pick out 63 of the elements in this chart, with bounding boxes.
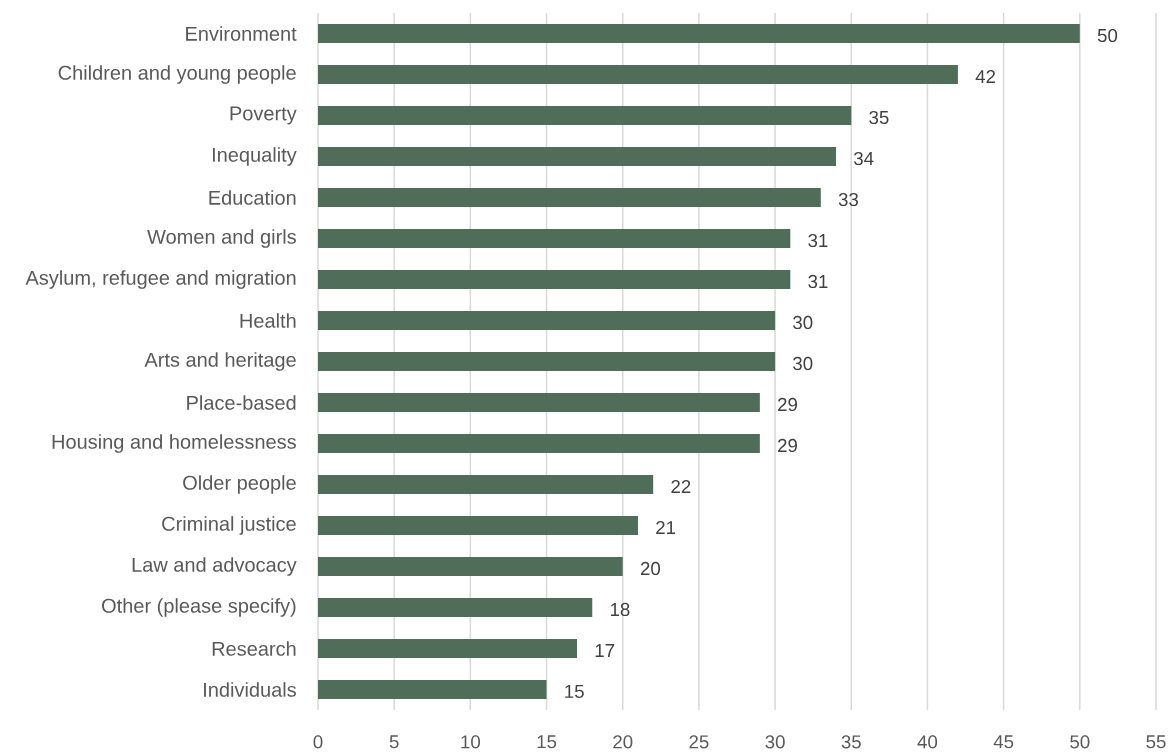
bar bbox=[318, 352, 776, 371]
y-tick-label: Housing and homelessness bbox=[52, 434, 296, 453]
y-tick-label: Education bbox=[209, 190, 296, 205]
bar bbox=[318, 680, 547, 699]
y-tick-label: Arts and heritage bbox=[144, 352, 296, 371]
bar bbox=[318, 106, 852, 125]
data-label: 34 bbox=[854, 151, 874, 166]
y-tick-label: Place-based bbox=[187, 395, 296, 410]
y-tick-label: Criminal justice bbox=[162, 516, 296, 535]
x-tick-label: 30 bbox=[765, 735, 785, 749]
data-label: 31 bbox=[808, 233, 828, 248]
bar bbox=[318, 147, 837, 166]
data-label: 29 bbox=[778, 397, 797, 412]
x-tick-label: 45 bbox=[993, 735, 1014, 749]
bar bbox=[318, 597, 593, 617]
y-tick-label: Health bbox=[240, 313, 296, 328]
data-label: 30 bbox=[793, 356, 813, 371]
bar bbox=[318, 638, 578, 658]
data-label: 33 bbox=[838, 192, 858, 207]
data-label: 30 bbox=[793, 315, 813, 330]
bar bbox=[318, 474, 654, 494]
bar bbox=[318, 557, 623, 576]
data-label: 50 bbox=[1097, 28, 1118, 43]
y-tick-label: Law and advocacy bbox=[132, 557, 297, 576]
bar bbox=[318, 229, 791, 248]
data-label: 42 bbox=[975, 69, 996, 84]
y-tick-label: Asylum, refugee and migration bbox=[25, 270, 296, 289]
x-tick-label: 20 bbox=[613, 735, 633, 749]
y-tick-label: Women and girls bbox=[147, 229, 296, 248]
y-tick-label: Individuals bbox=[204, 682, 296, 697]
bar bbox=[318, 188, 821, 207]
data-label: 18 bbox=[610, 602, 630, 617]
bar bbox=[318, 393, 760, 412]
data-label: 29 bbox=[778, 438, 797, 453]
x-tick-label: 5 bbox=[389, 735, 399, 749]
y-tick-label: Children and young people bbox=[58, 65, 296, 84]
bar bbox=[318, 65, 958, 84]
y-tick-label: Research bbox=[212, 641, 296, 656]
bar bbox=[318, 24, 1080, 43]
x-tick-label: 25 bbox=[689, 735, 709, 749]
x-tick-label: 15 bbox=[537, 735, 557, 749]
data-label: 15 bbox=[565, 684, 584, 699]
x-tick-label: 35 bbox=[841, 735, 861, 749]
data-label: 31 bbox=[808, 274, 828, 289]
y-tick-label: Older people bbox=[183, 475, 296, 494]
x-tick-label: 50 bbox=[1070, 735, 1090, 749]
bar bbox=[318, 434, 760, 453]
data-label: 35 bbox=[869, 110, 889, 125]
bar bbox=[318, 270, 791, 289]
data-label: 22 bbox=[671, 479, 691, 494]
y-tick-label: Environment bbox=[186, 26, 297, 41]
bar bbox=[318, 516, 638, 535]
x-tick-label: 40 bbox=[917, 735, 938, 749]
x-tick-label: 55 bbox=[1146, 735, 1166, 749]
y-tick-label: Poverty bbox=[230, 106, 297, 125]
data-label: 21 bbox=[656, 520, 676, 535]
y-tick-label: Inequality bbox=[212, 147, 297, 166]
x-tick-label: 10 bbox=[461, 735, 481, 749]
y-tick-label: Other (please specify) bbox=[102, 598, 296, 617]
x-tick-label: 0 bbox=[313, 735, 323, 749]
bar bbox=[318, 311, 776, 330]
data-label: 20 bbox=[640, 561, 661, 576]
data-label: 17 bbox=[595, 644, 615, 657]
